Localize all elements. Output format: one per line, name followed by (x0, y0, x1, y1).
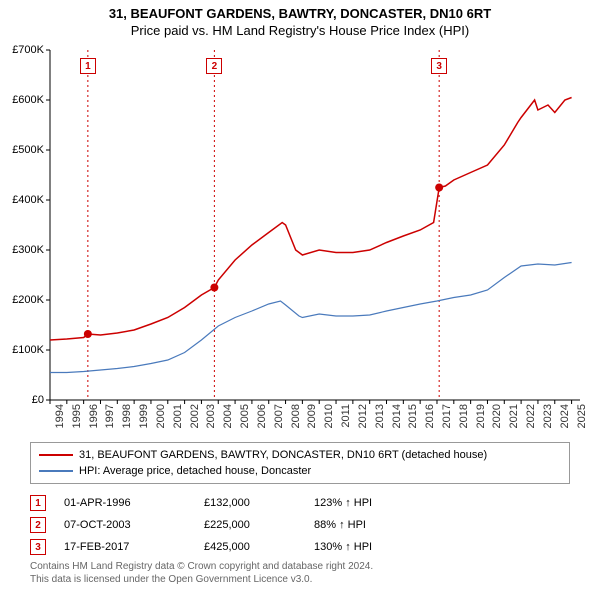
legend-swatch (39, 470, 73, 472)
event-row: 2 07-OCT-2003 £225,000 88% ↑ HPI (30, 514, 570, 536)
event-price: £425,000 (204, 541, 314, 553)
event-marker-box: 3 (431, 58, 447, 74)
title-line1: 31, BEAUFONT GARDENS, BAWTRY, DONCASTER,… (0, 6, 600, 23)
event-number-box: 3 (30, 539, 46, 555)
legend-label: HPI: Average price, detached house, Donc… (79, 465, 311, 477)
x-tick-label: 2013 (374, 404, 386, 428)
event-number-box: 2 (30, 517, 46, 533)
x-tick-label: 2008 (290, 404, 302, 428)
x-tick-label: 2019 (475, 404, 487, 428)
event-row: 3 17-FEB-2017 £425,000 130% ↑ HPI (30, 536, 570, 558)
x-tick-label: 2023 (542, 404, 554, 428)
x-tick-label: 2003 (205, 404, 217, 428)
x-tick-label: 1999 (138, 404, 150, 428)
x-tick-label: 2024 (559, 404, 571, 428)
footer-line1: Contains HM Land Registry data © Crown c… (30, 560, 373, 573)
x-tick-label: 1995 (71, 404, 83, 428)
y-tick-label: £0 (32, 394, 44, 406)
chart-container: 31, BEAUFONT GARDENS, BAWTRY, DONCASTER,… (0, 0, 600, 590)
legend-swatch (39, 454, 73, 456)
x-tick-label: 2021 (508, 404, 520, 428)
event-price: £225,000 (204, 519, 314, 531)
event-number-box: 1 (30, 495, 46, 511)
x-tick-label: 2001 (172, 404, 184, 428)
y-tick-label: £500K (12, 144, 44, 156)
x-tick-label: 1994 (54, 404, 66, 428)
events-table: 1 01-APR-1996 £132,000 123% ↑ HPI 2 07-O… (30, 492, 570, 558)
event-pct: 130% ↑ HPI (314, 541, 372, 553)
x-tick-label: 2005 (239, 404, 251, 428)
x-tick-label: 2012 (357, 404, 369, 428)
x-tick-label: 2004 (222, 404, 234, 428)
event-date: 17-FEB-2017 (64, 541, 204, 553)
x-tick-label: 2025 (576, 404, 588, 428)
footer: Contains HM Land Registry data © Crown c… (30, 560, 373, 586)
y-tick-label: £200K (12, 294, 44, 306)
x-tick-label: 2010 (323, 404, 335, 428)
x-tick-label: 2009 (306, 404, 318, 428)
x-tick-label: 2020 (491, 404, 503, 428)
y-tick-label: £700K (12, 44, 44, 56)
event-date: 07-OCT-2003 (64, 519, 204, 531)
event-pct: 123% ↑ HPI (314, 497, 372, 509)
x-tick-label: 2007 (273, 404, 285, 428)
x-tick-label: 1998 (121, 404, 133, 428)
legend-label: 31, BEAUFONT GARDENS, BAWTRY, DONCASTER,… (79, 449, 487, 461)
chart-area: £0£100K£200K£300K£400K£500K£600K£700K 19… (50, 50, 580, 400)
x-tick-label: 2016 (424, 404, 436, 428)
x-tick-label: 2011 (340, 404, 352, 428)
y-tick-label: £600K (12, 94, 44, 106)
x-tick-label: 2000 (155, 404, 167, 428)
event-marker-box: 2 (206, 58, 222, 74)
y-tick-label: £300K (12, 244, 44, 256)
title-line2: Price paid vs. HM Land Registry's House … (0, 23, 600, 40)
legend: 31, BEAUFONT GARDENS, BAWTRY, DONCASTER,… (30, 442, 570, 484)
y-tick-label: £100K (12, 344, 44, 356)
x-tick-label: 2002 (189, 404, 201, 428)
y-tick-label: £400K (12, 194, 44, 206)
x-tick-label: 2022 (525, 404, 537, 428)
title-block: 31, BEAUFONT GARDENS, BAWTRY, DONCASTER,… (0, 0, 600, 40)
x-tick-label: 2018 (458, 404, 470, 428)
event-pct: 88% ↑ HPI (314, 519, 366, 531)
x-tick-label: 1996 (88, 404, 100, 428)
x-tick-label: 2014 (391, 404, 403, 428)
x-tick-label: 2006 (256, 404, 268, 428)
legend-item-property: 31, BEAUFONT GARDENS, BAWTRY, DONCASTER,… (39, 447, 561, 463)
plot-svg (50, 50, 580, 400)
footer-line2: This data is licensed under the Open Gov… (30, 573, 373, 586)
event-marker-box: 1 (80, 58, 96, 74)
x-tick-label: 2015 (407, 404, 419, 428)
x-tick-label: 1997 (104, 404, 116, 428)
event-price: £132,000 (204, 497, 314, 509)
event-date: 01-APR-1996 (64, 497, 204, 509)
x-tick-label: 2017 (441, 404, 453, 428)
event-row: 1 01-APR-1996 £132,000 123% ↑ HPI (30, 492, 570, 514)
legend-item-hpi: HPI: Average price, detached house, Donc… (39, 463, 561, 479)
